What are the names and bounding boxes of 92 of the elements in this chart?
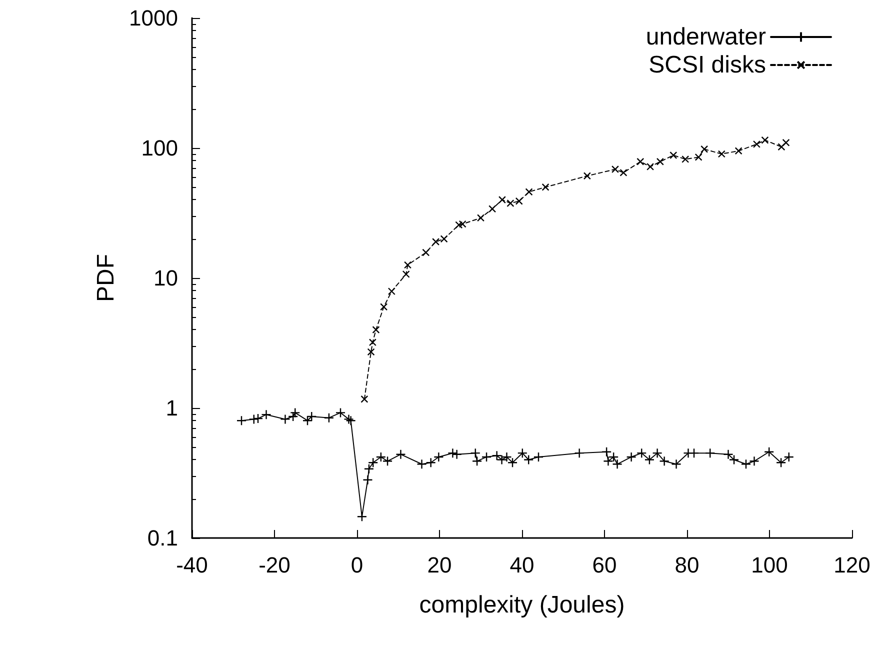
point	[603, 456, 614, 466]
point	[422, 248, 430, 256]
y-tick-label: 1	[166, 396, 178, 420]
x-tick-label: 80	[674, 552, 700, 578]
point	[688, 448, 700, 458]
point	[432, 238, 440, 246]
point	[476, 214, 485, 222]
point	[670, 151, 678, 159]
point	[682, 155, 690, 163]
point	[367, 348, 375, 356]
point	[388, 288, 396, 296]
x-tick-label: -40	[176, 552, 208, 578]
point	[280, 414, 290, 424]
point	[306, 411, 317, 422]
point	[434, 452, 444, 462]
point	[656, 158, 664, 166]
point	[368, 338, 376, 346]
point	[302, 416, 313, 426]
point	[652, 448, 662, 458]
point	[644, 454, 655, 465]
point	[705, 448, 716, 458]
x-tick-label: 100	[751, 552, 788, 578]
point	[440, 235, 448, 243]
point	[636, 448, 647, 458]
point	[455, 221, 463, 229]
point	[248, 414, 259, 424]
y-tick-label: 10	[154, 266, 178, 290]
point	[533, 452, 544, 462]
point	[426, 458, 436, 468]
point	[778, 143, 786, 151]
point	[574, 448, 584, 458]
point	[470, 448, 480, 458]
x-axis-title: complexity (Joules)	[419, 592, 625, 618]
point	[542, 183, 550, 191]
point	[372, 326, 380, 334]
point	[236, 416, 247, 426]
point	[784, 452, 794, 462]
point	[368, 458, 378, 468]
point	[261, 409, 272, 420]
point	[646, 162, 654, 170]
point	[764, 446, 774, 457]
point	[659, 456, 670, 466]
point	[396, 449, 406, 460]
y-tick-label: 1000	[129, 6, 178, 30]
point	[776, 458, 786, 468]
point	[362, 474, 373, 485]
point	[620, 168, 628, 176]
point	[761, 136, 769, 144]
point	[782, 138, 790, 146]
point	[356, 512, 368, 522]
point	[481, 452, 492, 462]
point	[458, 220, 466, 228]
point	[335, 408, 346, 418]
y-tick-label: 100	[141, 136, 178, 160]
point	[402, 270, 410, 278]
x-tick-label: 60	[592, 552, 617, 578]
point	[324, 412, 334, 423]
x-tick-label: -20	[258, 552, 290, 578]
legend-label: SCSI disks	[648, 52, 766, 78]
x-tick-label: 20	[427, 552, 452, 578]
point	[380, 303, 388, 311]
point	[488, 205, 496, 213]
point	[671, 459, 682, 470]
point	[364, 464, 374, 474]
point	[749, 456, 760, 466]
point	[448, 448, 458, 458]
point	[583, 172, 591, 180]
x-tick-label: 0	[350, 552, 364, 578]
point	[498, 196, 506, 204]
point	[404, 261, 412, 269]
point	[611, 165, 620, 174]
x-tick-label: 40	[510, 552, 534, 578]
point	[472, 456, 482, 466]
point	[360, 395, 368, 403]
point	[525, 188, 533, 196]
legend-label: underwater	[646, 24, 766, 50]
point	[734, 147, 742, 155]
y-tick-label: 0.1	[147, 526, 178, 550]
point	[452, 449, 462, 460]
point	[626, 452, 636, 462]
point	[636, 158, 644, 166]
point	[718, 150, 726, 158]
point	[752, 140, 760, 148]
point	[740, 459, 752, 470]
point	[288, 411, 298, 422]
point	[694, 153, 702, 161]
point	[416, 459, 427, 470]
point	[700, 145, 708, 153]
y-axis-title: PDF	[92, 254, 120, 302]
x-tick-label: 120	[834, 552, 870, 578]
point	[252, 413, 264, 424]
point	[290, 408, 300, 418]
